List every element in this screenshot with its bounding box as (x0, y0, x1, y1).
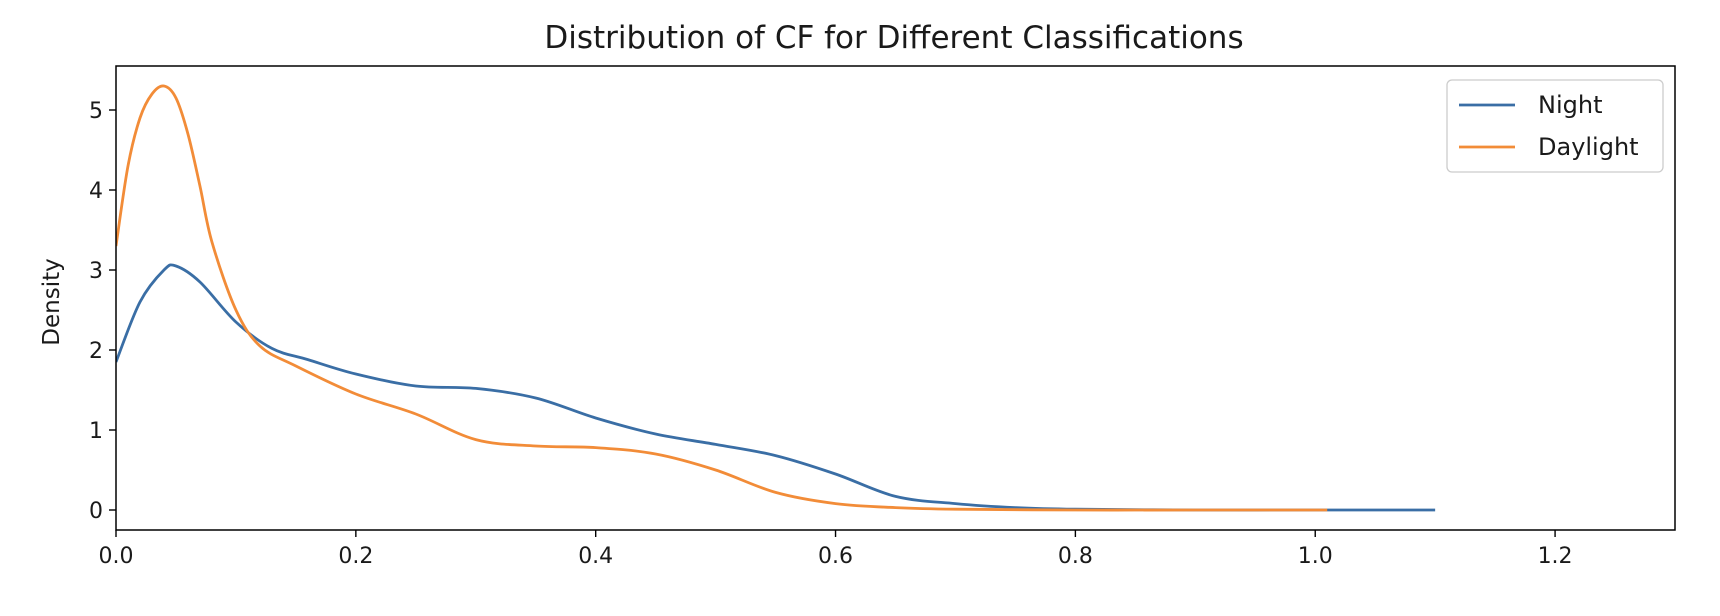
legend-box (1446, 79, 1664, 173)
y-tick-label: 5 (89, 99, 103, 124)
x-tick-label: 0.4 (578, 544, 613, 569)
y-tick-label: 4 (89, 179, 103, 204)
x-tick-label: 0.0 (99, 544, 134, 569)
series-lines (116, 84, 1436, 512)
y-tick-label: 1 (89, 419, 103, 444)
series-line-daylight (116, 84, 1328, 512)
legend-label-daylight: Daylight (1538, 133, 1639, 161)
legend: Night Daylight (1446, 79, 1664, 173)
x-tick-label: 0.2 (338, 544, 373, 569)
y-tick-label: 2 (89, 339, 103, 364)
x-tick-label: 1.0 (1298, 544, 1333, 569)
plot-area: 0.0 0.2 0.4 0.6 0.8 1.0 1.2 0 1 2 3 4 5 (89, 65, 1676, 569)
y-tick-label: 0 (89, 499, 103, 524)
x-tick-label: 0.8 (1058, 544, 1093, 569)
y-axis-label: Density (39, 258, 65, 345)
y-tick-label: 3 (89, 259, 103, 284)
axes-frame (115, 65, 1676, 531)
x-tick-label: 0.6 (818, 544, 853, 569)
series-line-night (116, 263, 1436, 512)
x-tick-label: 1.2 (1538, 544, 1573, 569)
chart-title: Distribution of CF for Different Classif… (544, 20, 1243, 56)
legend-label-night: Night (1538, 91, 1602, 119)
